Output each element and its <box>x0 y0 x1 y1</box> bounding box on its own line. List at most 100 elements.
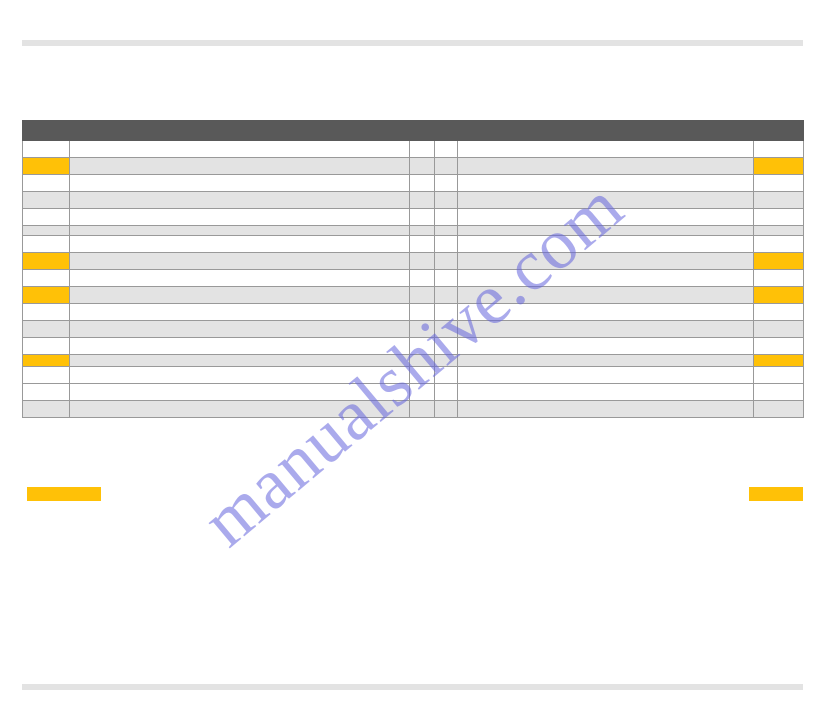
table-cell <box>435 321 458 338</box>
table-cell <box>754 158 804 175</box>
table-row <box>23 226 804 236</box>
table-cell <box>435 367 458 384</box>
table-header-cell <box>754 121 804 141</box>
table-cell <box>458 226 754 236</box>
table-cell <box>435 355 458 367</box>
table-cell <box>754 367 804 384</box>
table-head <box>23 121 804 141</box>
table-row <box>23 209 804 226</box>
table-header-cell <box>410 121 435 141</box>
table-cell <box>23 338 70 355</box>
table-cell <box>70 338 410 355</box>
chip-right <box>749 487 803 501</box>
table-cell <box>70 236 410 253</box>
table-cell <box>435 338 458 355</box>
table-row <box>23 175 804 192</box>
table-row <box>23 355 804 367</box>
table-row <box>23 367 804 384</box>
table-cell <box>23 226 70 236</box>
table-cell <box>23 367 70 384</box>
table-cell <box>70 141 410 158</box>
table-row <box>23 321 804 338</box>
table-row <box>23 384 804 401</box>
table-cell <box>754 321 804 338</box>
table-cell <box>435 253 458 270</box>
table-cell <box>754 401 804 418</box>
table-cell <box>458 321 754 338</box>
table-cell <box>435 175 458 192</box>
table-cell <box>435 209 458 226</box>
table-cell <box>23 401 70 418</box>
table-cell <box>23 175 70 192</box>
table-cell <box>23 192 70 209</box>
table-row <box>23 253 804 270</box>
table-cell <box>754 175 804 192</box>
table-cell <box>23 158 70 175</box>
table-cell <box>70 270 410 287</box>
table-header-row <box>23 121 804 141</box>
table-cell <box>410 253 435 270</box>
table-cell <box>70 287 410 304</box>
table-cell <box>70 209 410 226</box>
table-row <box>23 304 804 321</box>
table-cell <box>435 192 458 209</box>
top-divider <box>22 40 803 46</box>
table-cell <box>458 384 754 401</box>
table-cell <box>458 367 754 384</box>
table-cell <box>23 287 70 304</box>
table-cell <box>458 270 754 287</box>
table-row <box>23 338 804 355</box>
table-header-cell <box>458 121 754 141</box>
table-cell <box>458 338 754 355</box>
table-cell <box>435 384 458 401</box>
table-cell <box>70 321 410 338</box>
table-cell <box>23 236 70 253</box>
table-cell <box>70 192 410 209</box>
table-cell <box>754 253 804 270</box>
table-cell <box>23 304 70 321</box>
table-cell <box>70 226 410 236</box>
table-cell <box>410 321 435 338</box>
page: manualshive.com <box>0 0 825 727</box>
table-row <box>23 287 804 304</box>
table-cell <box>435 236 458 253</box>
table-cell <box>70 401 410 418</box>
data-table <box>22 120 804 418</box>
table-cell <box>458 253 754 270</box>
table-row <box>23 158 804 175</box>
table-cell <box>410 401 435 418</box>
table-cell <box>70 304 410 321</box>
table-cell <box>458 175 754 192</box>
table-cell <box>458 355 754 367</box>
table-cell <box>23 321 70 338</box>
table-body <box>23 141 804 418</box>
table-cell <box>70 253 410 270</box>
table-cell <box>435 287 458 304</box>
table-cell <box>23 253 70 270</box>
table-row <box>23 141 804 158</box>
table-cell <box>435 226 458 236</box>
chip-left <box>27 487 101 501</box>
table-cell <box>410 287 435 304</box>
table-header-cell <box>70 121 410 141</box>
table-cell <box>23 209 70 226</box>
table-cell <box>70 175 410 192</box>
table-cell <box>410 158 435 175</box>
table-cell <box>458 192 754 209</box>
table-cell <box>70 384 410 401</box>
table-cell <box>23 384 70 401</box>
table-cell <box>410 270 435 287</box>
table-header-cell <box>23 121 70 141</box>
table-row <box>23 401 804 418</box>
table-cell <box>435 304 458 321</box>
table-cell <box>458 209 754 226</box>
table-cell <box>754 226 804 236</box>
table-cell <box>458 141 754 158</box>
table-cell <box>754 304 804 321</box>
table-cell <box>435 401 458 418</box>
table-cell <box>410 141 435 158</box>
table-row <box>23 270 804 287</box>
table-row <box>23 192 804 209</box>
table-cell <box>70 158 410 175</box>
table-cell <box>70 355 410 367</box>
